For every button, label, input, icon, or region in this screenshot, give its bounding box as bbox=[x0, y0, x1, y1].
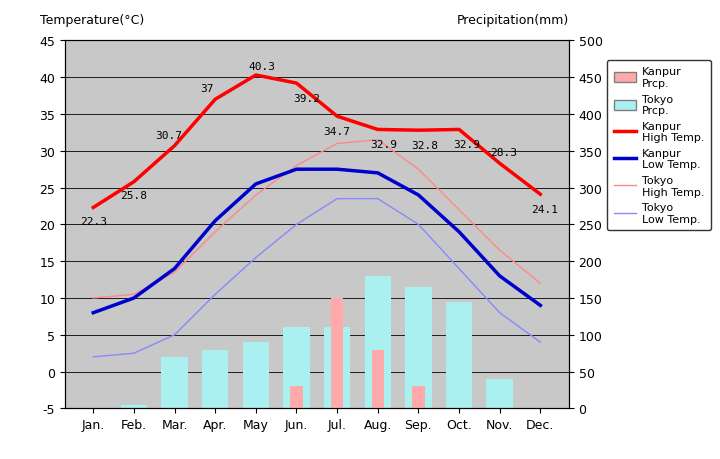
Bar bbox=[250, 409, 262, 427]
Bar bbox=[243, 342, 269, 409]
Text: 22.3: 22.3 bbox=[80, 216, 107, 226]
Text: 32.9: 32.9 bbox=[454, 140, 481, 150]
Text: 40.3: 40.3 bbox=[248, 62, 276, 72]
Bar bbox=[446, 302, 472, 409]
Bar bbox=[527, 409, 554, 416]
Bar bbox=[161, 357, 188, 409]
Text: 37: 37 bbox=[200, 84, 214, 94]
Text: 32.9: 32.9 bbox=[370, 140, 397, 150]
Legend: Kanpur
Prcp., Tokyo
Prcp., Kanpur
High Temp., Kanpur
Low Temp., Tokyo
High Temp.: Kanpur Prcp., Tokyo Prcp., Kanpur High T… bbox=[607, 61, 711, 231]
Bar bbox=[87, 409, 99, 440]
Bar bbox=[202, 350, 228, 409]
Bar bbox=[209, 409, 221, 442]
Bar bbox=[494, 409, 506, 442]
Bar bbox=[534, 409, 546, 442]
Text: 39.2: 39.2 bbox=[293, 94, 320, 104]
Bar bbox=[128, 409, 140, 439]
Bar bbox=[283, 328, 310, 409]
Bar bbox=[405, 287, 431, 409]
Bar bbox=[487, 379, 513, 409]
Text: 25.8: 25.8 bbox=[120, 190, 148, 201]
Bar bbox=[331, 298, 343, 409]
Bar bbox=[364, 276, 391, 409]
Text: 28.3: 28.3 bbox=[490, 148, 517, 158]
Bar bbox=[413, 386, 425, 409]
Bar bbox=[324, 328, 351, 409]
Bar bbox=[121, 405, 147, 409]
Text: 34.7: 34.7 bbox=[323, 127, 351, 137]
Bar bbox=[372, 350, 384, 409]
Text: Precipitation(mm): Precipitation(mm) bbox=[456, 14, 569, 27]
Bar bbox=[168, 409, 181, 441]
Text: 32.8: 32.8 bbox=[411, 140, 438, 151]
Bar bbox=[453, 409, 465, 437]
Text: 30.7: 30.7 bbox=[155, 130, 182, 140]
Bar bbox=[290, 386, 302, 409]
Text: Temperature(°C): Temperature(°C) bbox=[40, 14, 144, 27]
Text: 24.1: 24.1 bbox=[531, 205, 558, 214]
